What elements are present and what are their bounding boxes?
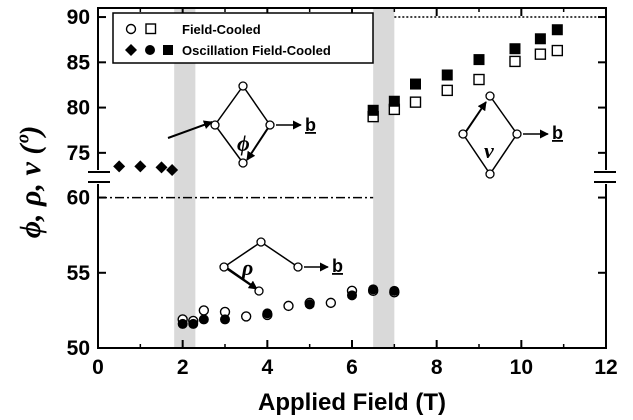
axis-break-right xyxy=(594,170,616,184)
inset-nu-b-label: b xyxy=(552,123,563,143)
data-point-filled-diamond-phi xyxy=(113,160,126,173)
legend-open-circle-icon xyxy=(125,23,137,35)
legend-filled-diamond-icon xyxy=(125,44,137,56)
data-point-filled-square-nu xyxy=(441,69,453,81)
y-tick-label: 85 xyxy=(67,51,91,74)
data-point-open-circle-rho xyxy=(325,297,337,309)
inset-phi-b-label: b xyxy=(305,115,316,135)
x-tick-label: 4 xyxy=(261,356,273,379)
y-tick-label: 55 xyxy=(67,262,91,285)
legend-filled-circle-icon xyxy=(145,45,155,55)
inset-rho-b-label: b xyxy=(332,256,343,276)
data-point-filled-circle-rho xyxy=(220,314,230,325)
y-tick-label: 80 xyxy=(67,97,90,120)
legend-open-square-icon xyxy=(145,23,157,35)
y-axis-title: ϕ, ρ, ν (º) xyxy=(14,126,47,239)
data-point-filled-circle-rho xyxy=(177,318,188,329)
data-point-open-circle-rho xyxy=(283,300,294,312)
legend-box xyxy=(112,12,374,64)
data-point-open-square-nu xyxy=(441,84,453,97)
data-point-filled-circle-rho xyxy=(368,284,379,295)
y-tick-label: 50 xyxy=(67,337,90,360)
data-point-filled-square-nu xyxy=(509,43,521,55)
shaded-band-2 xyxy=(373,8,395,348)
inset-rho-symbol: ρ xyxy=(241,255,253,280)
data-point-filled-circle-rho xyxy=(188,318,199,329)
x-tick-label: 12 xyxy=(594,356,617,379)
x-tick-label: 2 xyxy=(177,356,189,379)
data-point-filled-square-nu xyxy=(367,104,379,116)
inset-rho-rhombus-arrow xyxy=(226,267,258,290)
data-point-filled-circle-rho xyxy=(262,308,273,319)
inset-nu-rhombus-arrow xyxy=(464,101,487,134)
x-tick-label: 0 xyxy=(92,356,104,379)
data-point-filled-diamond-phi xyxy=(134,160,147,173)
y-tick-label: 90 xyxy=(67,6,90,29)
data-point-filled-square-nu xyxy=(534,33,546,45)
data-point-open-circle-rho xyxy=(240,311,252,322)
data-point-filled-square-nu xyxy=(551,24,563,36)
x-tick-label: 8 xyxy=(431,356,443,379)
data-point-filled-diamond-phi xyxy=(155,161,168,174)
x-axis-title: Applied Field (T) xyxy=(258,389,446,416)
inset-phi-symbol: ϕ xyxy=(237,131,250,156)
data-point-filled-circle-rho xyxy=(304,299,315,310)
data-point-filled-diamond-phi xyxy=(166,164,179,177)
data-point-filled-square-nu xyxy=(473,54,485,66)
legend-label-field-cooled: Field-Cooled xyxy=(182,22,261,37)
legend: Field-Cooled Oscillation Field-Cooled xyxy=(112,12,374,64)
inset-phi-rhombus xyxy=(214,84,271,164)
data-point-open-square-nu xyxy=(473,73,485,86)
data-point-open-circle-rho xyxy=(198,305,210,316)
y-tick-label: 75 xyxy=(67,142,91,165)
y-tick-label: 60 xyxy=(67,187,90,210)
inset-nu-rhombus xyxy=(462,95,518,176)
inset-phi-pointer-arrow xyxy=(167,120,213,139)
data-point-open-square-nu xyxy=(551,44,564,57)
inset-phi-rhombus-arrow xyxy=(246,124,271,161)
axis-break-left xyxy=(88,170,110,184)
data-point-filled-circle-rho xyxy=(347,290,357,301)
inset-nu-symbol: ν xyxy=(484,138,494,163)
legend-filled-square-icon xyxy=(163,45,173,55)
data-point-open-square-nu xyxy=(534,48,547,60)
inset-nu: ν b xyxy=(458,91,563,179)
x-tick-label: 6 xyxy=(346,356,358,379)
data-point-open-square-nu xyxy=(509,55,521,68)
data-point-filled-circle-rho xyxy=(198,314,209,325)
data-point-filled-circle-rho xyxy=(389,285,400,296)
inset-rho: ρ b xyxy=(219,237,343,296)
x-tick-label: 10 xyxy=(510,356,533,379)
legend-label-oscillation-field-cooled: Oscillation Field-Cooled xyxy=(182,43,331,58)
data-point-filled-square-nu xyxy=(388,95,400,107)
shaded-band-1 xyxy=(174,8,196,348)
inset-phi: ϕ b xyxy=(167,81,316,168)
data-point-open-square-nu xyxy=(409,96,422,108)
inset-rho-rhombus xyxy=(222,241,299,292)
data-point-filled-square-nu xyxy=(410,78,421,90)
